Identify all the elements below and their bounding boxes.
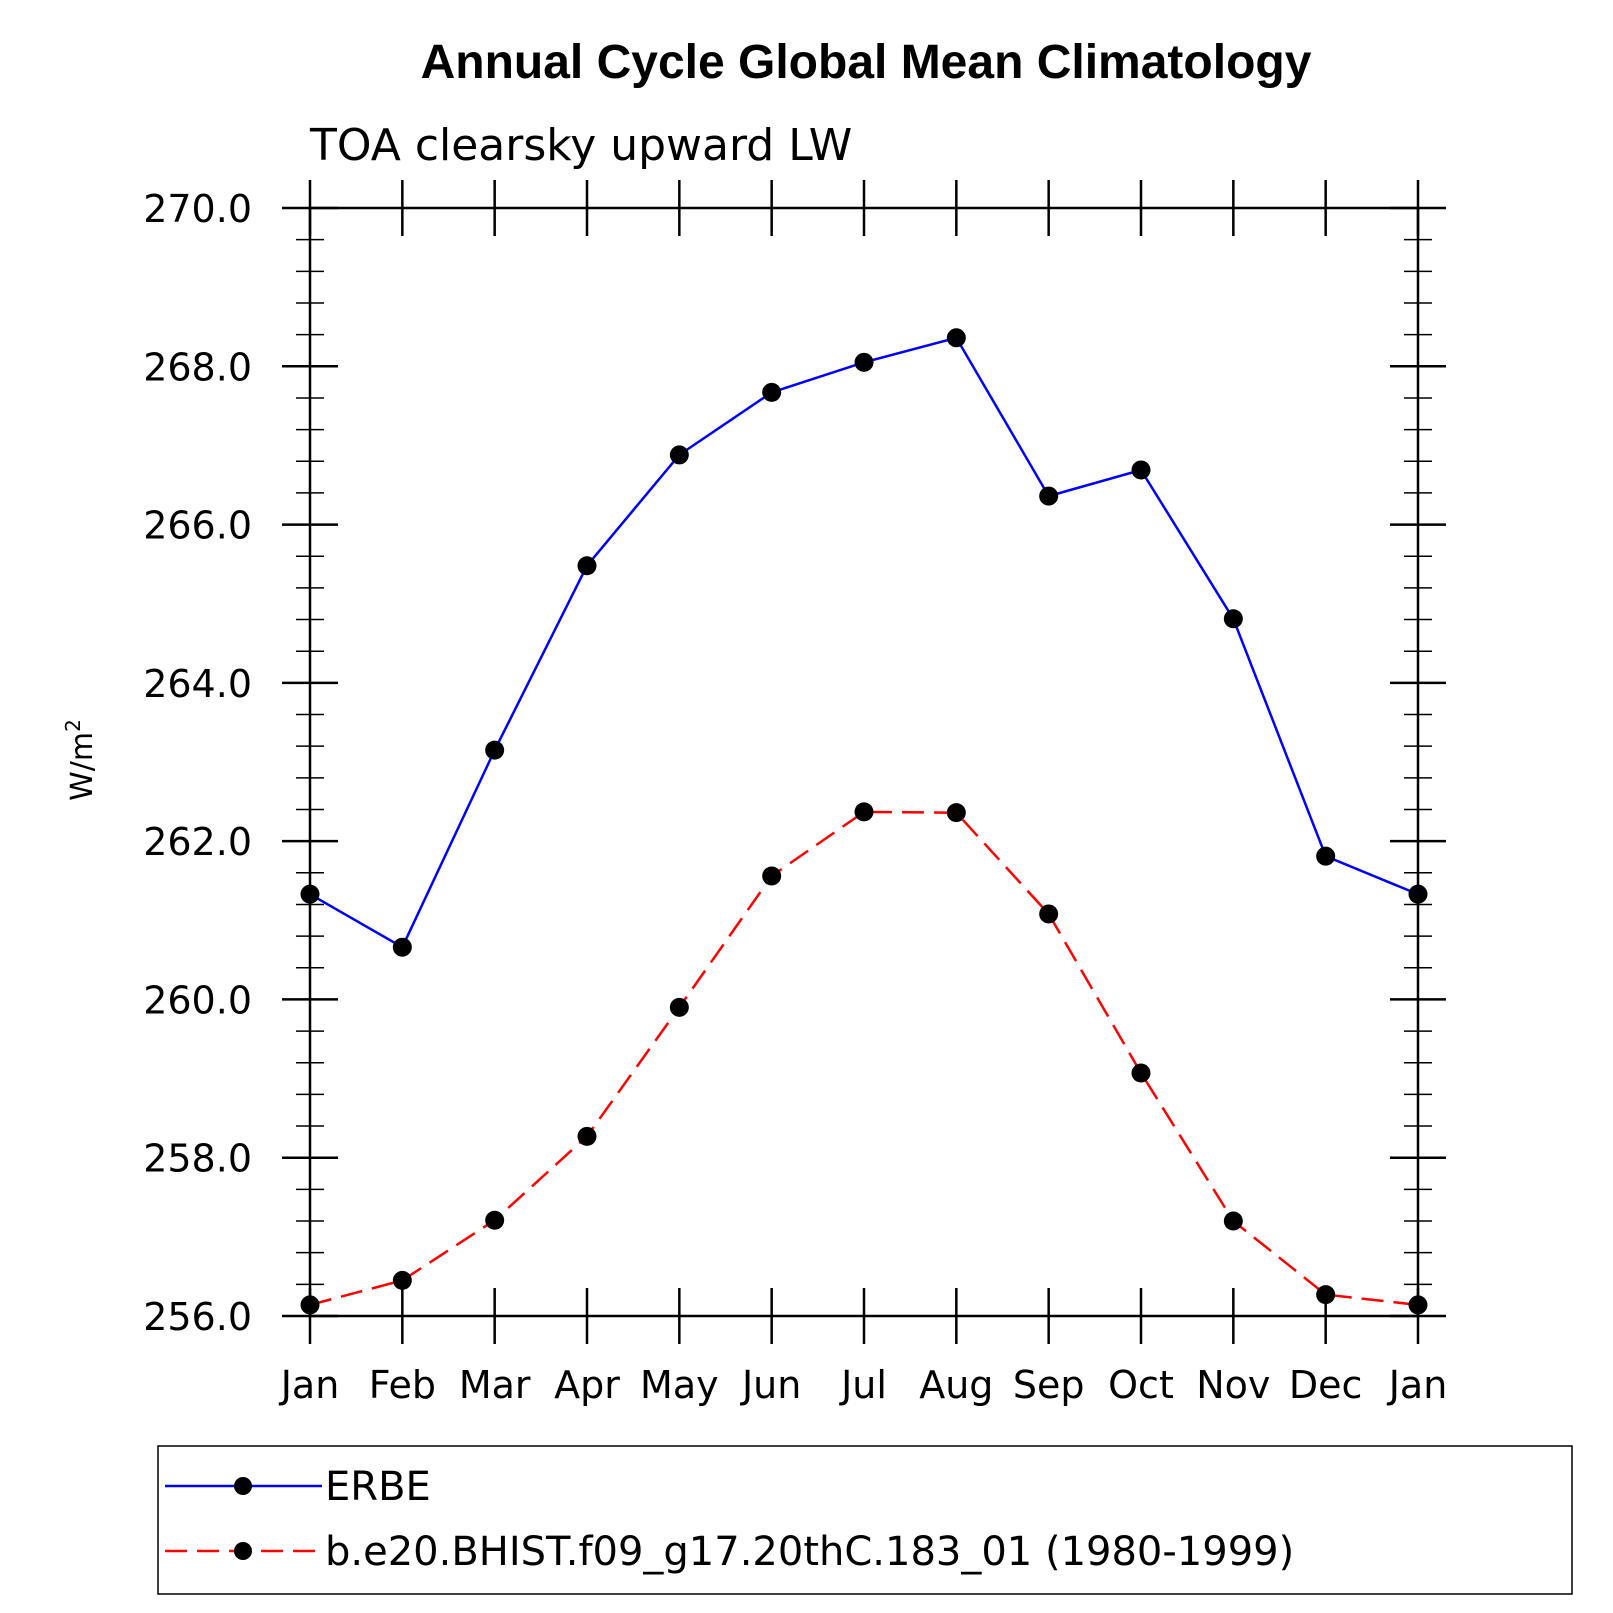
data-point <box>854 802 874 822</box>
data-point <box>946 803 966 823</box>
data-point <box>485 740 505 760</box>
y-tick-label: 260.0 <box>143 978 252 1022</box>
legend-label-erbe: ERBE <box>325 1464 431 1510</box>
x-tick-label: Nov <box>1196 1363 1270 1407</box>
data-point <box>1223 1211 1243 1231</box>
x-tick-label: Jan <box>1387 1363 1448 1407</box>
data-point <box>1131 1063 1151 1083</box>
data-point <box>669 445 689 465</box>
legend-marker-erbe <box>234 1477 252 1495</box>
y-tick-label: 262.0 <box>143 820 252 864</box>
tick-labels: 256.0 258.0 260.0 262.0 264.0 266.0 268.0 270.0… <box>143 187 1447 1407</box>
data-point <box>1131 460 1151 480</box>
data-point <box>485 1210 505 1230</box>
x-tick-label: Jul <box>839 1363 887 1407</box>
data-point <box>577 556 597 576</box>
y-tick-label: 258.0 <box>143 1137 252 1181</box>
y-axis-label-base: W/m <box>65 732 100 801</box>
y-tick-label: 270.0 <box>143 187 252 231</box>
legend: ERBE b.e20.BHIST.f09_g17.20thC.183_01 (1… <box>157 1445 1573 1595</box>
x-tick-label: Apr <box>554 1363 620 1407</box>
data-point <box>1039 486 1059 506</box>
data-point <box>1316 1285 1336 1305</box>
legend-label-model: b.e20.BHIST.f09_g17.20thC.183_01 (1980-1… <box>325 1529 1294 1575</box>
data-point <box>1039 904 1059 924</box>
data-point <box>1316 846 1336 866</box>
x-tick-label: Sep <box>1013 1363 1085 1407</box>
y-tick-label: 266.0 <box>143 504 252 548</box>
y-axis-label: W/m2 <box>61 719 100 801</box>
y-axis-label-superscript: 2 <box>61 719 85 732</box>
data-point <box>392 937 412 957</box>
y-tick-label: 264.0 <box>143 662 252 706</box>
series-line-model <box>309 810 1419 1307</box>
series-group <box>300 328 1428 1315</box>
data-point <box>946 328 966 348</box>
x-tick-label: Oct <box>1108 1363 1174 1407</box>
x-tick-label: Jan <box>279 1363 340 1407</box>
data-point <box>669 997 689 1017</box>
chart-title: Annual Cycle Global Mean Climatology <box>421 36 1312 89</box>
legend-marker-model <box>234 1542 252 1560</box>
series-line-erbe <box>309 336 1419 949</box>
x-tick-label: Aug <box>919 1363 993 1407</box>
data-point <box>762 866 782 886</box>
plot-frame <box>308 206 1420 1318</box>
data-point <box>854 352 874 372</box>
x-tick-label: May <box>640 1363 719 1407</box>
x-tick-label: Feb <box>369 1363 436 1407</box>
legend-box <box>157 1445 1573 1595</box>
y-tick-label: 256.0 <box>143 1295 252 1339</box>
x-tick-label: Dec <box>1289 1363 1363 1407</box>
data-point <box>762 382 782 402</box>
x-tick-label: Jun <box>740 1363 801 1407</box>
x-tick-label: Mar <box>459 1363 531 1407</box>
data-point <box>1223 609 1243 629</box>
y-tick-label: 268.0 <box>143 345 252 389</box>
data-point <box>577 1126 597 1146</box>
chart-subtitle: TOA clearsky upward LW <box>309 120 852 171</box>
data-point <box>392 1270 412 1290</box>
